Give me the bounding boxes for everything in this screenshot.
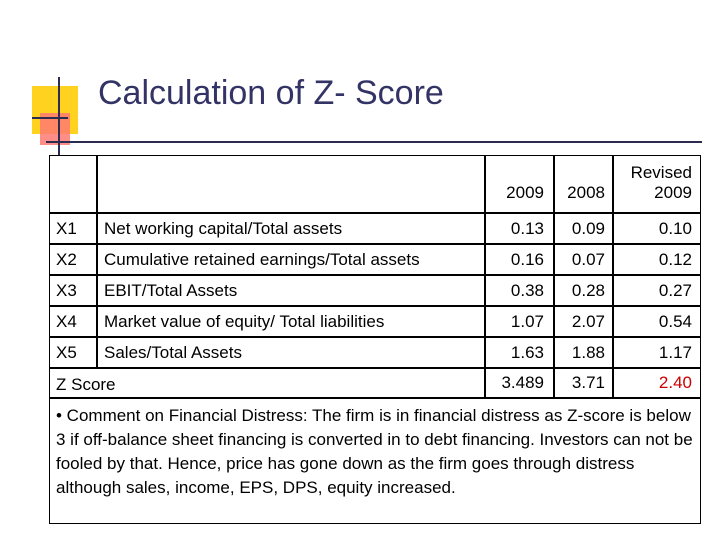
row-code: X5 [56, 343, 77, 362]
value-revised: 0.12 [658, 250, 692, 269]
title-underline [46, 141, 702, 143]
row-label: EBIT/Total Assets [104, 281, 238, 300]
value-revised: 0.27 [658, 281, 692, 300]
row-label: Sales/Total Assets [104, 343, 242, 362]
grid-line-row2 [49, 274, 701, 276]
grid-line-code-col [96, 155, 98, 367]
z-score-label: Z Score [56, 375, 116, 394]
grid-line-zscore-mid1 [553, 367, 555, 397]
row-label: Cumulative retained earnings/Total asset… [104, 250, 420, 269]
row-label: Net working capital/Total assets [104, 219, 343, 238]
value-2008: 0.07 [571, 250, 605, 269]
value-2009: 0.13 [510, 219, 544, 238]
decor-vertical-line [58, 77, 60, 155]
value-2009: 0.16 [510, 250, 544, 269]
z-score-revised: 2.40 [658, 373, 692, 392]
value-2008: 0.09 [571, 219, 605, 238]
row-code: X4 [56, 312, 77, 331]
grid-line-zscore-left [484, 367, 486, 397]
value-revised: 0.54 [658, 312, 692, 331]
header-revised-line1: Revised [630, 163, 692, 182]
grid-line-header [49, 212, 701, 214]
grid-line-label-col [484, 155, 486, 367]
grid-line-row5 [49, 367, 701, 369]
value-2009: 1.07 [510, 312, 544, 331]
decor-horizontal-line [32, 117, 68, 119]
value-2009: 1.63 [510, 343, 544, 362]
content-box [49, 155, 701, 524]
z-score-2009: 3.489 [501, 373, 544, 392]
value-revised: 0.10 [658, 219, 692, 238]
grid-line-2008-col [612, 155, 614, 367]
row-code: X2 [56, 250, 77, 269]
value-2008: 0.28 [571, 281, 605, 300]
row-code: X1 [56, 219, 77, 238]
value-2008: 2.07 [571, 312, 605, 331]
slide-title: Calculation of Z- Score [98, 74, 444, 112]
header-2009: 2009 [506, 183, 544, 202]
header-2008: 2008 [567, 183, 605, 202]
grid-line-zscore-mid2 [612, 367, 614, 397]
header-revised-line2: 2009 [654, 183, 692, 202]
grid-line-2009-col [553, 155, 555, 367]
z-score-2008: 3.71 [571, 373, 605, 392]
row-label: Market value of equity/ Total liabilitie… [104, 312, 385, 331]
grid-line-zscore-bottom [49, 397, 701, 399]
value-2009: 0.38 [510, 281, 544, 300]
grid-line-row4 [49, 336, 701, 338]
distress-comment: • Comment on Financial Distress: The fir… [56, 406, 693, 497]
value-2008: 1.88 [571, 343, 605, 362]
grid-line-row1 [49, 243, 701, 245]
grid-line-row3 [49, 305, 701, 307]
row-code: X3 [56, 281, 77, 300]
value-revised: 1.17 [658, 343, 692, 362]
